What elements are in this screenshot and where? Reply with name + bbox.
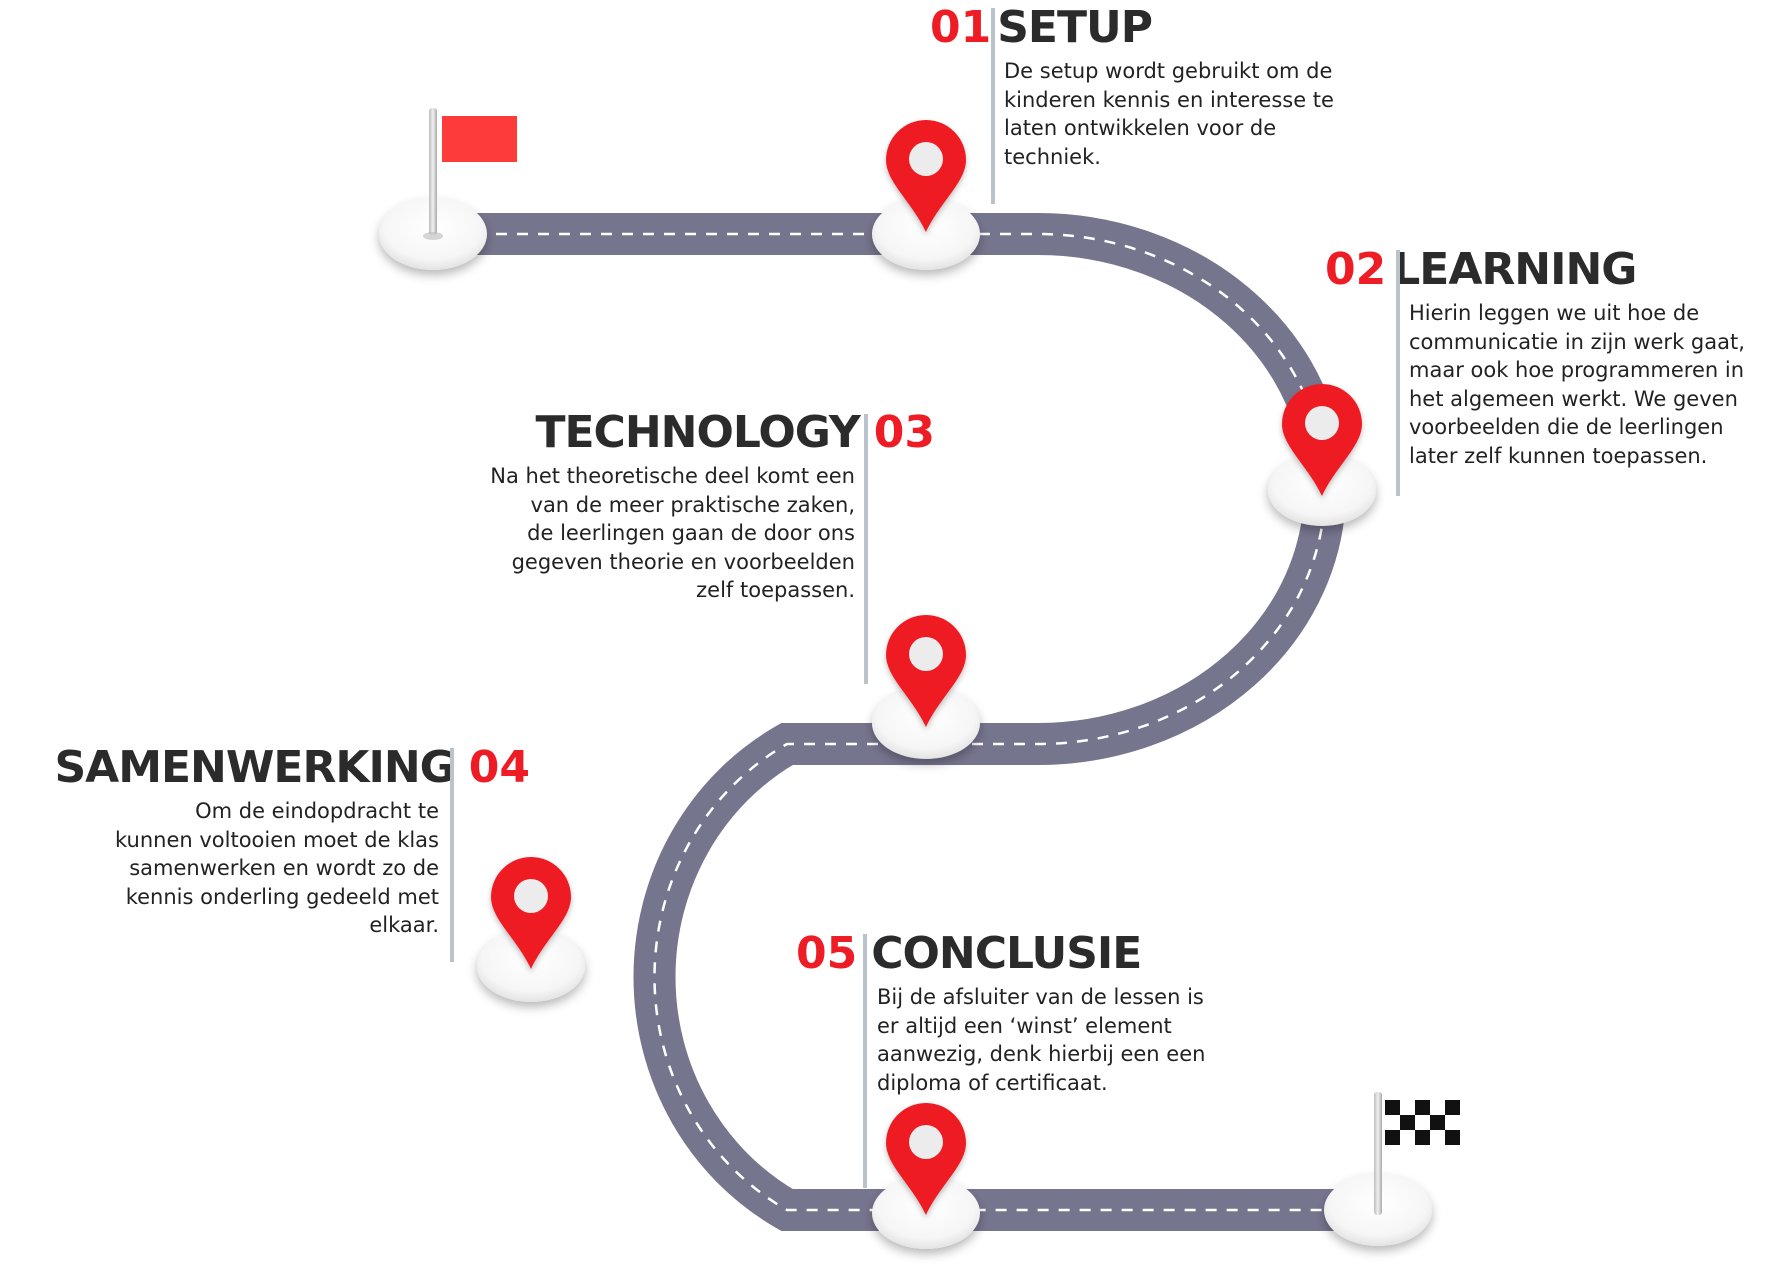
step-5: 05 CONCLUSIE Bij de afsluiter van de les… [796, 928, 1316, 1097]
step-4-description: Om de eindopdracht te kunnen voltooien m… [115, 799, 439, 937]
step-4: SAMENWERKING 04 Om de eindopdracht te ku… [0, 742, 530, 940]
step-1-divider [991, 8, 995, 204]
checker-square [1400, 1100, 1415, 1115]
step-2-heading: 02 LEARNING [1325, 244, 1785, 295]
step-1: 01 SETUP De setup wordt gebruikt om de k… [930, 2, 1400, 171]
step-3-description: Na het theoretische deel komt een van de… [490, 464, 855, 602]
map-pin-icon [886, 120, 966, 232]
step-1-heading: 01 SETUP [930, 2, 1400, 53]
step-5-description: Bij de afsluiter van de lessen is er alt… [877, 985, 1206, 1095]
checker-square [1445, 1100, 1460, 1115]
step-2-title: LEARNING [1392, 244, 1637, 295]
checker-square [1400, 1130, 1415, 1145]
step-3-title: TECHNOLOGY [535, 407, 860, 458]
step-1-number: 01 [930, 2, 992, 53]
step-4-number: 04 [468, 742, 530, 793]
step-4-heading: SAMENWERKING 04 [0, 742, 530, 793]
start-flag-icon [423, 108, 517, 240]
step-2-divider [1396, 250, 1400, 496]
step-1-title: SETUP [997, 2, 1153, 53]
road-lane-markings [433, 232, 1380, 1212]
checker-square [1385, 1130, 1400, 1145]
step-4-divider [450, 748, 454, 962]
step-3-number: 03 [873, 407, 935, 458]
checker-square [1445, 1130, 1460, 1145]
step-3-divider [864, 414, 868, 684]
checker-square [1415, 1115, 1430, 1130]
step-5-title: CONCLUSIE [871, 928, 1142, 979]
checkered-flag-icon [1374, 1092, 1460, 1215]
checker-square [1385, 1100, 1400, 1115]
checker-square [1385, 1115, 1400, 1130]
road [433, 213, 1380, 1231]
step-5-divider [863, 934, 867, 1188]
step-5-number: 05 [796, 928, 858, 979]
map-pin-icon [886, 1103, 966, 1215]
checker-square [1415, 1100, 1430, 1115]
step-3-heading: TECHNOLOGY 03 [395, 407, 935, 458]
step-2-number: 02 [1325, 244, 1387, 295]
map-pin-icon [1282, 384, 1362, 496]
map-pin-icon [491, 857, 571, 969]
platform-step-1 [872, 198, 980, 270]
checker-square [1415, 1130, 1430, 1145]
checker-square [1445, 1115, 1460, 1130]
step-1-description: De setup wordt gebruikt om de kinderen k… [1004, 59, 1334, 169]
map-pin-icon [886, 615, 966, 727]
step-2: 02 LEARNING Hierin leggen we uit hoe de … [1325, 244, 1785, 470]
step-2-description: Hierin leggen we uit hoe de communicatie… [1409, 301, 1745, 468]
checker-square [1400, 1115, 1415, 1130]
step-5-heading: 05 CONCLUSIE [796, 928, 1316, 979]
checker-square [1430, 1100, 1445, 1115]
step-4-title: SAMENWERKING [54, 742, 455, 793]
checker-square [1430, 1115, 1445, 1130]
step-3: TECHNOLOGY 03 Na het theoretische deel k… [395, 407, 935, 605]
checker-square [1430, 1130, 1445, 1145]
